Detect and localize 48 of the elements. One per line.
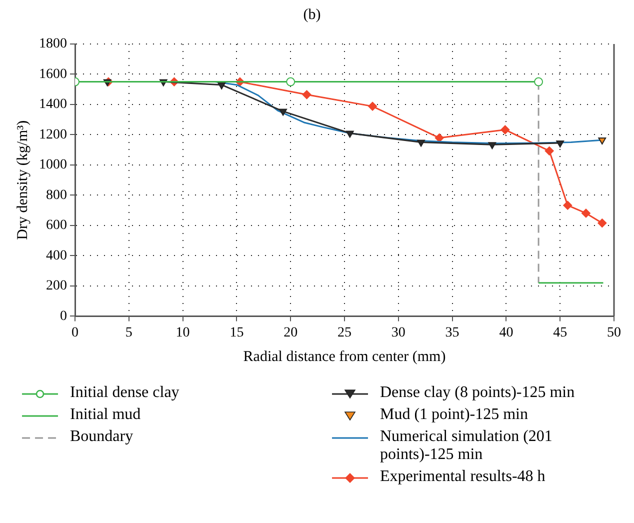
point <box>500 125 510 134</box>
y-tick-label: 1000 <box>39 158 67 173</box>
x-tick-label: 0 <box>72 325 78 340</box>
x-tick-label: 5 <box>125 325 132 340</box>
point <box>488 142 496 150</box>
y-tick-label: 400 <box>46 248 67 264</box>
legend-label: Initial mud <box>70 406 141 424</box>
y-tick-label: 1200 <box>39 127 67 142</box>
point <box>368 102 378 111</box>
legend-label: Dense clay (8 points)-125 min <box>380 384 575 402</box>
point <box>279 108 288 116</box>
point <box>563 200 572 210</box>
y-tick-label: 1800 <box>39 36 67 52</box>
y-tick-label: 1600 <box>39 66 67 82</box>
point <box>417 140 425 147</box>
point <box>534 77 544 86</box>
y-tick-label: 1400 <box>39 97 67 112</box>
legend-label: Mud (1 point)-125 min <box>380 406 528 424</box>
point <box>598 138 606 145</box>
legend-label: Initial dense clay <box>70 384 180 402</box>
point <box>556 140 564 148</box>
legend-label: Experimental results-48 h <box>380 468 546 486</box>
x-tick-label: 20 <box>284 325 298 340</box>
x-tick-label: 45 <box>553 325 568 340</box>
x-tick-label: 40 <box>499 325 514 340</box>
point <box>286 77 296 86</box>
x-tick-label: 35 <box>445 325 460 340</box>
legend-label: Numerical simulation (201 points)-125 min <box>380 428 554 464</box>
point <box>434 133 444 142</box>
point <box>218 82 226 90</box>
y-tick-label: 200 <box>46 278 67 294</box>
x-tick-label: 15 <box>230 325 244 340</box>
point <box>346 130 354 138</box>
x-tick-label: 30 <box>391 325 406 340</box>
chart-title: (b) <box>303 6 321 23</box>
y-tick-label: 600 <box>46 218 67 234</box>
point <box>302 90 312 100</box>
legend-label: Boundary <box>70 428 134 446</box>
y-tick-label: 0 <box>60 308 67 324</box>
x-axis-title: Radial distance from center (mm) <box>243 348 446 365</box>
y-tick-label: 800 <box>46 188 67 203</box>
x-tick-label: 50 <box>607 325 621 340</box>
x-tick-label: 25 <box>338 325 352 340</box>
x-tick-label: 10 <box>176 325 190 340</box>
point <box>581 208 590 218</box>
point <box>544 146 554 156</box>
point <box>598 218 607 228</box>
y-axis-title: Dry density (kg/m³) <box>14 120 31 240</box>
